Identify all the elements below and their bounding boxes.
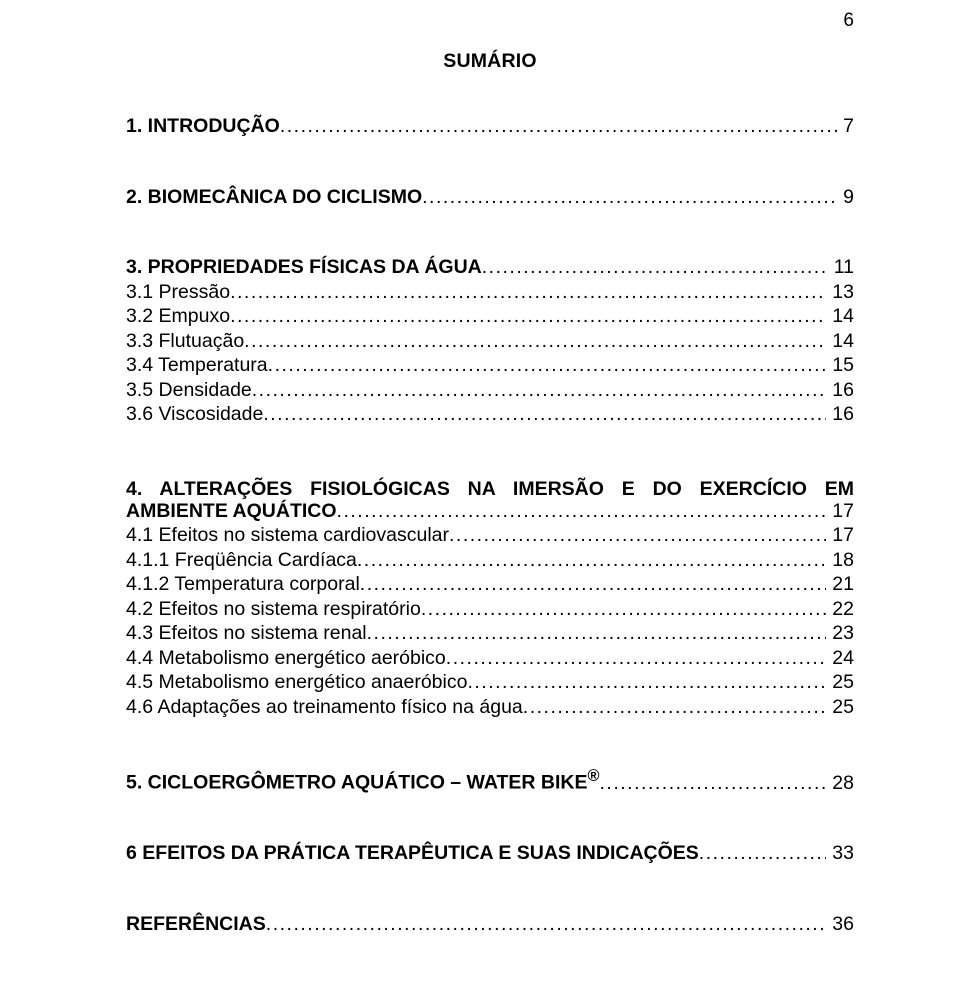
toc-label: 1. INTRODUÇÃO: [126, 117, 280, 137]
toc-entry: 4.1.2 Temperatura corporal .............…: [126, 575, 854, 595]
toc-entry: 4.4 Metabolismo energético aeróbico ....…: [126, 649, 854, 669]
toc-page: 21: [826, 575, 854, 595]
toc-label: 3.6 Viscosidade: [126, 405, 263, 425]
toc-entry: 5. CICLOERGÔMETRO AQUÁTICO – WATER BIKE®…: [126, 768, 854, 793]
toc-label: 4.3 Efeitos no sistema renal: [126, 624, 367, 644]
toc-entry: 4.2 Efeitos no sistema respiratório ....…: [126, 600, 854, 620]
toc-page: 25: [826, 698, 854, 718]
toc-label: 2. BIOMECÂNICA DO CICLISMO: [126, 188, 422, 208]
leader-dots: ........................................…: [467, 673, 826, 693]
leader-dots: ........................................…: [230, 283, 826, 303]
toc-label: 3.2 Empuxo: [126, 307, 230, 327]
toc-entry: 4.3 Efeitos no sistema renal ...........…: [126, 624, 854, 644]
toc-entry: 3. PROPRIEDADES FÍSICAS DA ÁGUA ........…: [126, 258, 854, 278]
toc-entry: 3.5 Densidade ..........................…: [126, 381, 854, 401]
leader-dots: ........................................…: [280, 117, 837, 137]
leader-dots: ........................................…: [482, 258, 828, 278]
leader-dots: ........................................…: [266, 915, 827, 935]
toc-label: 4.2 Efeitos no sistema respiratório: [126, 600, 421, 620]
toc-label: 3. PROPRIEDADES FÍSICAS DA ÁGUA: [126, 258, 482, 278]
leader-dots: ........................................…: [699, 844, 827, 864]
toc-label: 4.4 Metabolismo energético aeróbico: [126, 649, 446, 669]
toc-label: 4.1.2 Temperatura corporal: [126, 575, 360, 595]
toc-entry: 3.1 Pressão ............................…: [126, 283, 854, 303]
toc-page: 13: [826, 283, 854, 303]
toc-entry: 4.5 Metabolismo energético anaeróbico ..…: [126, 673, 854, 693]
toc-label: 4.5 Metabolismo energético anaeróbico: [126, 673, 467, 693]
toc-page: 25: [826, 673, 854, 693]
toc-label: 4.1 Efeitos no sistema cardiovascular: [126, 526, 449, 546]
toc-label: 3.3 Flutuação: [126, 332, 244, 352]
leader-dots: ........................................…: [263, 405, 826, 425]
leader-dots: ........................................…: [252, 381, 827, 401]
toc-entry: REFERÊNCIAS ............................…: [126, 915, 854, 935]
leader-dots: ........................................…: [446, 649, 827, 669]
leader-dots: ........................................…: [449, 526, 826, 546]
leader-dots: ........................................…: [367, 624, 827, 644]
toc-page: 14: [826, 307, 854, 327]
toc-entry: AMBIENTE AQUÁTICO ......................…: [126, 502, 854, 522]
toc-entry: 1. INTRODUÇÃO ..........................…: [126, 117, 854, 137]
leader-dots: ........................................…: [523, 698, 827, 718]
toc-label: 3.5 Densidade: [126, 381, 252, 401]
toc-label: 6 EFEITOS DA PRÁTICA TERAPÊUTICA E SUAS …: [126, 844, 699, 864]
leader-dots: ........................................…: [230, 307, 826, 327]
toc-page: 11: [828, 258, 854, 278]
toc-entry: 4.1 Efeitos no sistema cardiovascular ..…: [126, 526, 854, 546]
toc-entry: 3.3 Flutuação ..........................…: [126, 332, 854, 352]
document-page: 6 SUMÁRIO 1. INTRODUÇÃO ................…: [0, 0, 960, 1003]
toc-page: 7: [837, 117, 854, 137]
toc-page: 33: [826, 844, 854, 864]
toc-page: 22: [826, 600, 854, 620]
toc-entry: 2. BIOMECÂNICA DO CICLISMO .............…: [126, 188, 854, 208]
toc-entry: 3.4 Temperatura ........................…: [126, 356, 854, 376]
toc-page: 9: [837, 188, 854, 208]
toc-page: 16: [826, 405, 854, 425]
toc-page: 17: [826, 502, 854, 522]
toc-label: AMBIENTE AQUÁTICO: [126, 502, 337, 522]
leader-dots: ........................................…: [422, 188, 837, 208]
toc-label: REFERÊNCIAS: [126, 915, 266, 935]
toc-entry: 3.2 Empuxo .............................…: [126, 307, 854, 327]
leader-dots: ........................................…: [600, 774, 827, 794]
toc-page: 17: [826, 526, 854, 546]
registered-icon: ®: [588, 767, 600, 785]
leader-dots: ........................................…: [268, 356, 827, 376]
leader-dots: ........................................…: [421, 600, 826, 620]
toc-label: 3.4 Temperatura: [126, 356, 268, 376]
toc-label-text: 5. CICLOERGÔMETRO AQUÁTICO – WATER BIKE: [126, 772, 588, 794]
toc-title: SUMÁRIO: [126, 50, 854, 73]
toc-page: 15: [826, 356, 854, 376]
leader-dots: ........................................…: [360, 575, 827, 595]
toc-label: 4.1.1 Freqüência Cardíaca: [126, 551, 357, 571]
toc-page: 24: [826, 649, 854, 669]
toc-page: 28: [826, 774, 854, 794]
toc-page: 36: [826, 915, 854, 935]
leader-dots: ........................................…: [357, 551, 826, 571]
toc-entry-multiline: 4. ALTERAÇÕES FISIOLÓGICAS NA IMERSÃO E …: [126, 476, 854, 502]
toc-page: 18: [826, 551, 854, 571]
toc-entry: 4.1.1 Freqüência Cardíaca ..............…: [126, 551, 854, 571]
page-number: 6: [843, 10, 854, 32]
toc-page: 23: [826, 624, 854, 644]
leader-dots: ........................................…: [244, 332, 826, 352]
leader-dots: ........................................…: [337, 502, 827, 522]
toc-entry: 6 EFEITOS DA PRÁTICA TERAPÊUTICA E SUAS …: [126, 844, 854, 864]
toc-label: 5. CICLOERGÔMETRO AQUÁTICO – WATER BIKE®: [126, 768, 600, 793]
toc-label: 4.6 Adaptações ao treinamento físico na …: [126, 698, 523, 718]
toc-entry: 3.6 Viscosidade ........................…: [126, 405, 854, 425]
toc-page: 14: [826, 332, 854, 352]
toc-page: 16: [826, 381, 854, 401]
toc-entry: 4.6 Adaptações ao treinamento físico na …: [126, 698, 854, 718]
toc-label: 3.1 Pressão: [126, 283, 230, 303]
